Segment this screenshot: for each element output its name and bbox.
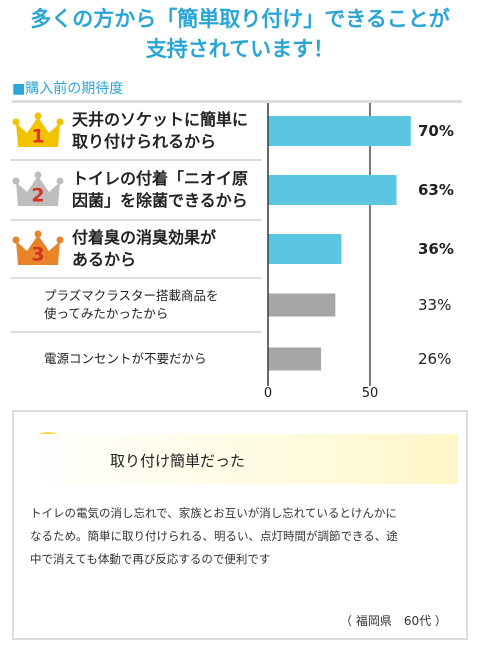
comment-heading-bar [20, 434, 458, 484]
value-label: 70% [418, 122, 454, 140]
category-label: トイレの付着「ニオイ原 因菌」を除菌できるから [72, 169, 249, 210]
crown-jewel [34, 230, 42, 238]
bar [268, 347, 322, 371]
comment-box [12, 410, 468, 640]
category-label: プラズマクラスター搭載商品を 使ってみたかったから [44, 288, 219, 321]
bar [268, 234, 342, 264]
value-label: 36% [418, 240, 454, 258]
rank-label: 2 [31, 185, 44, 207]
crown-jewel [56, 177, 64, 185]
crown [16, 176, 60, 206]
category-label: 付着臭の消臭効果が あるから [72, 228, 217, 269]
value-label: 63% [418, 181, 454, 199]
rank-label: 3 [31, 244, 44, 266]
x-tick-label: 0 [263, 386, 273, 401]
crown [16, 117, 60, 147]
bar [268, 175, 397, 205]
bar [268, 116, 411, 146]
value-label: 26% [418, 350, 452, 368]
crown-jewel [56, 236, 64, 244]
comment-author: （ 福岡県 60代 ） [340, 614, 447, 628]
crown-jewel [12, 236, 20, 244]
value-label: 33% [418, 296, 452, 314]
title: 多くの方から「簡単取り付け」できることが 支持されています！ [30, 7, 450, 61]
comment-heading: 取り付け簡単だった [110, 452, 246, 470]
crown-jewel [56, 118, 64, 126]
crown [16, 235, 60, 265]
bar [268, 293, 336, 317]
category-label: 電源コンセントが不要だから [44, 351, 207, 366]
rank-label: 1 [31, 126, 44, 148]
crown-jewel [34, 171, 42, 179]
x-tick-label: 50 [361, 386, 379, 401]
crown-jewel [12, 118, 20, 126]
crown-jewel [12, 177, 20, 185]
subtitle: ■購入前の期待度 [12, 78, 462, 103]
crown-jewel [34, 112, 42, 120]
comment-text: トイレの電気の消し忘れで、家族とお互いが消し忘れているとけんかに なるため。簡単… [30, 506, 398, 566]
category-label: 天井のソケットに簡単に 取り付けられるから [72, 110, 249, 151]
